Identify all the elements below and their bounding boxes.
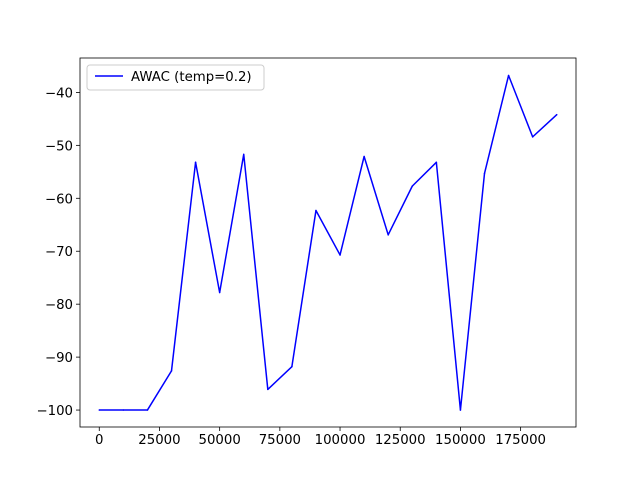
y-tick-label: −90 xyxy=(45,351,73,366)
data-point xyxy=(507,74,510,77)
y-tick-label: −50 xyxy=(45,139,73,154)
data-point xyxy=(218,291,221,294)
data-point xyxy=(242,153,245,156)
y-tick-label: −60 xyxy=(45,192,73,207)
data-point xyxy=(555,113,558,116)
legend-box xyxy=(86,64,265,91)
x-tick-label: 25000 xyxy=(138,433,180,448)
x-tick-label: 125000 xyxy=(375,433,426,448)
data-point xyxy=(459,409,462,411)
y-tick-label: −80 xyxy=(45,298,73,313)
data-point xyxy=(363,155,365,158)
legend-label: AWAC (temp=0.2) xyxy=(131,70,252,85)
data-point xyxy=(387,234,389,236)
data-point xyxy=(194,161,197,164)
data-point xyxy=(483,172,486,175)
legend: AWAC (temp=0.2) xyxy=(86,64,265,91)
y-tick-label: −40 xyxy=(45,86,73,101)
data-point xyxy=(435,161,438,164)
y-tick-label: −70 xyxy=(45,245,73,260)
x-tick-label: 75000 xyxy=(259,433,301,448)
data-point xyxy=(411,185,414,187)
x-tick-label: 50000 xyxy=(198,433,240,448)
x-tick-label: 0 xyxy=(95,433,103,448)
series-line xyxy=(99,74,558,411)
data-point xyxy=(315,209,317,212)
data-point xyxy=(170,370,173,372)
data-point xyxy=(339,254,341,256)
data-point xyxy=(122,409,125,411)
data-point xyxy=(531,136,534,138)
data-point xyxy=(291,365,293,368)
x-tick-label: 150000 xyxy=(435,433,486,448)
data-point xyxy=(146,409,149,411)
x-tick-label: 100000 xyxy=(315,433,366,448)
plot-frame xyxy=(79,57,577,428)
data-point xyxy=(98,409,101,411)
x-tick-label: 175000 xyxy=(495,433,546,448)
data-point xyxy=(267,388,269,391)
y-tick-label: −100 xyxy=(36,404,73,419)
